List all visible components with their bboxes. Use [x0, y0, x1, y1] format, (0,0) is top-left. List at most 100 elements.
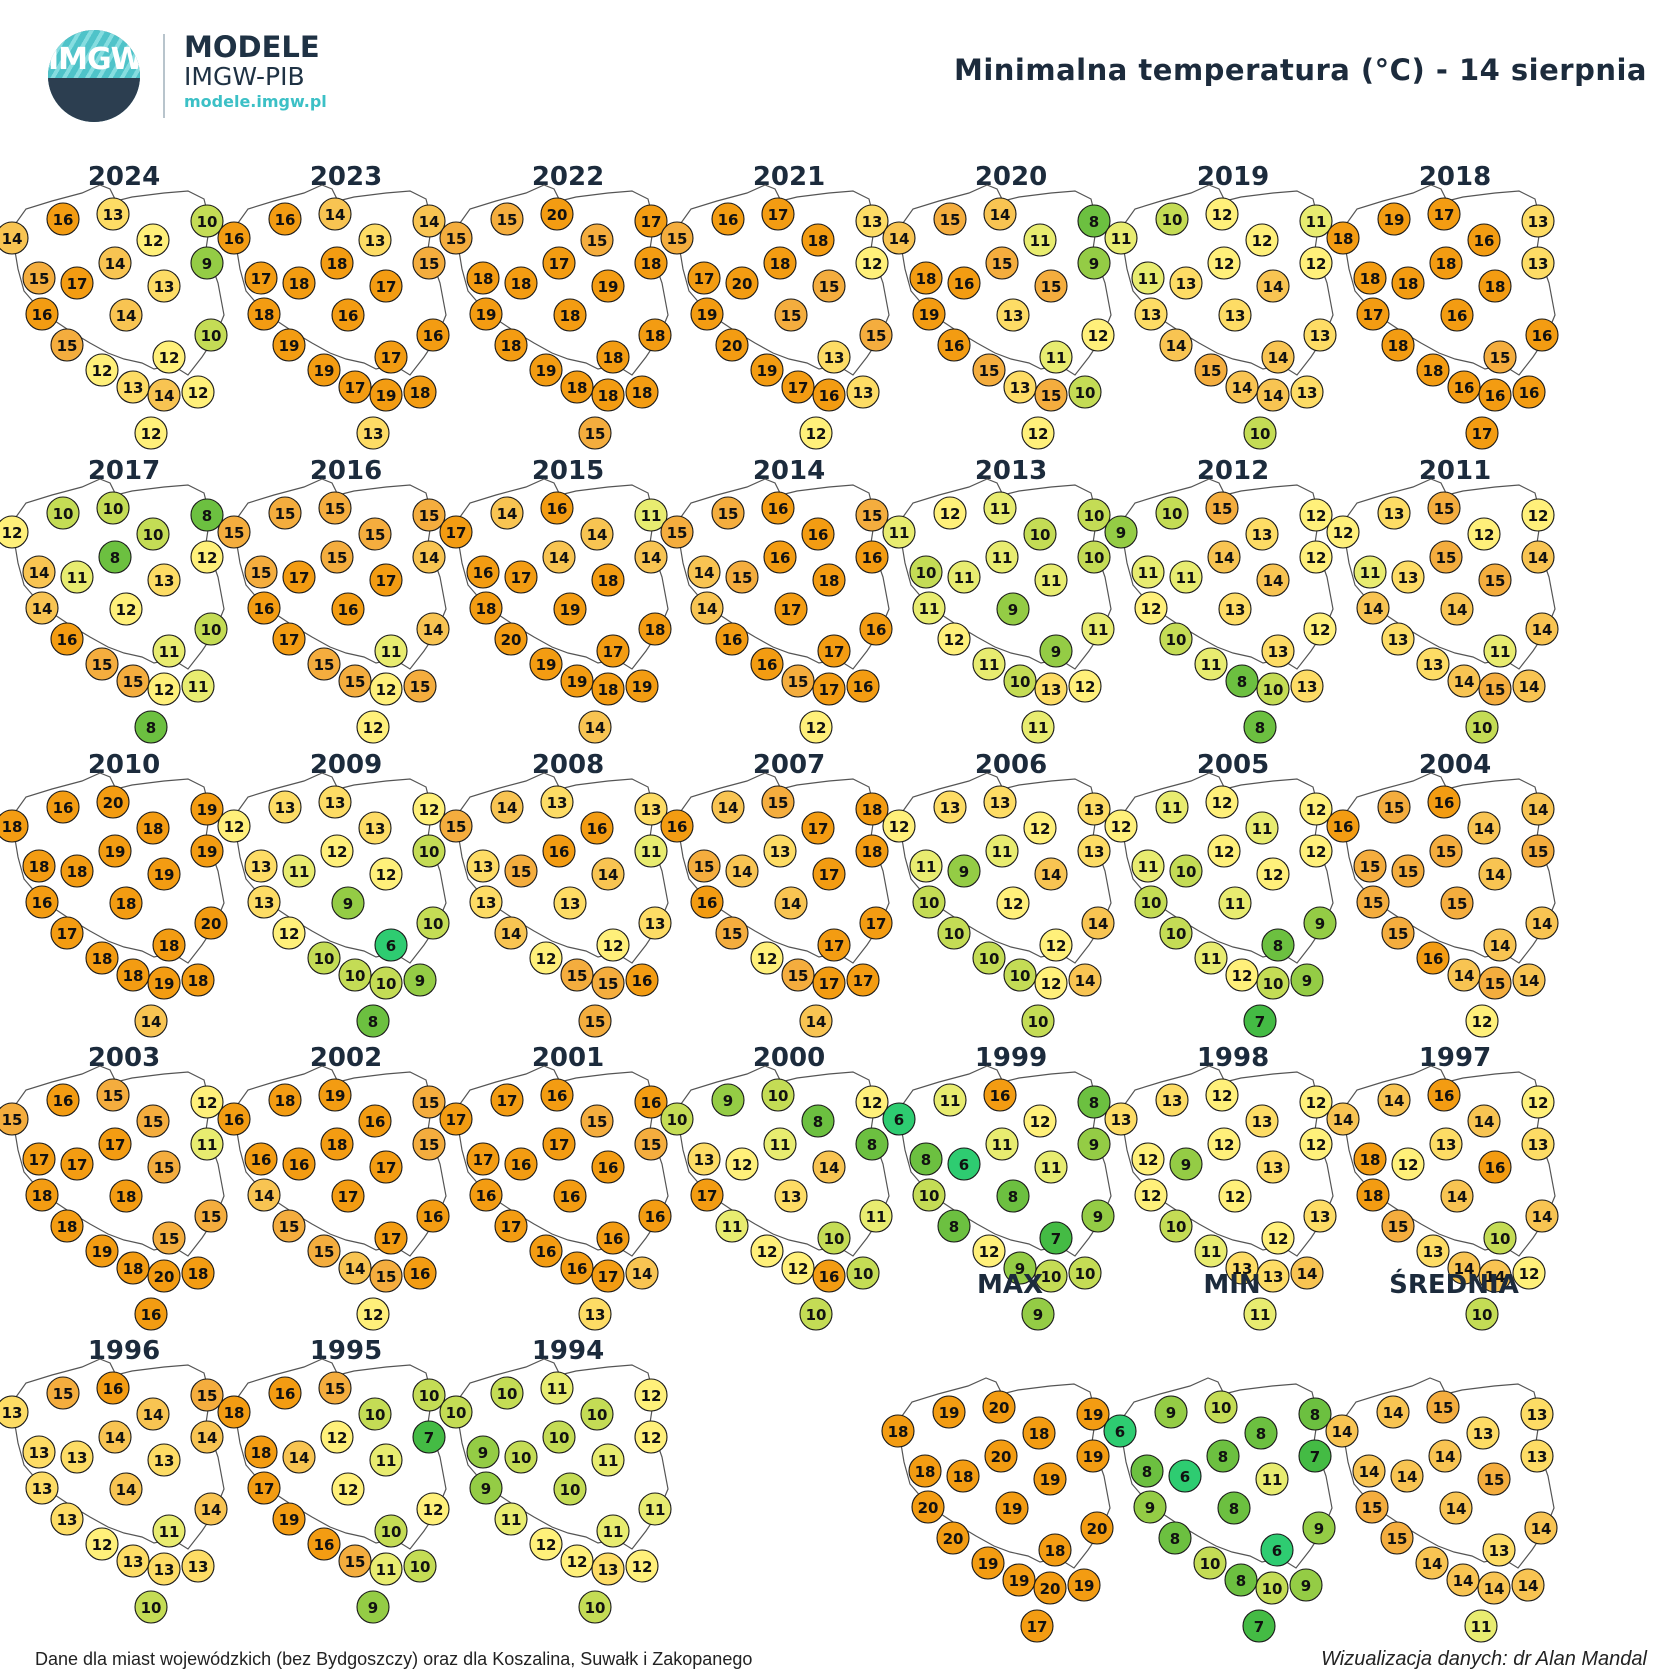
city-dot [690, 297, 724, 331]
city-marker: 13 [1245, 517, 1279, 551]
city-marker: 17 [781, 370, 815, 404]
city-marker: 13 [147, 563, 181, 597]
city-dot [439, 515, 473, 549]
city-temperature-value: 11 [1138, 270, 1159, 288]
city-dot [147, 857, 181, 891]
city-temperature-value: 9 [1315, 915, 1325, 933]
city-dot [1353, 261, 1387, 295]
city-dot [338, 1251, 372, 1285]
city-temperature-value: 12 [788, 1260, 809, 1278]
city-temperature-value: 13 [1527, 1406, 1548, 1424]
city-marker: 12 [356, 710, 390, 744]
city-dot [247, 1178, 281, 1212]
city-marker: 11 [60, 560, 94, 594]
city-marker: 15 [781, 958, 815, 992]
city-dot [244, 261, 278, 295]
city-dot [96, 491, 130, 525]
city-temperature-value: 12 [1310, 621, 1331, 639]
city-dot [282, 1440, 316, 1474]
city-dot [412, 1085, 446, 1119]
city-dot [812, 857, 846, 891]
city-temperature-value: 19 [536, 362, 557, 380]
city-temperature-value: 20 [547, 206, 568, 224]
city-temperature-value: 17 [497, 1092, 518, 1110]
city-temperature-value: 14 [116, 307, 137, 325]
city-marker: 15 [50, 328, 84, 362]
city-dot [190, 834, 224, 868]
city-marker: 15 [490, 202, 524, 236]
city-dot [1299, 204, 1333, 238]
city-marker: 19 [1377, 202, 1411, 236]
city-marker: 17 [817, 928, 851, 962]
city-dot [1429, 1127, 1463, 1161]
city-dot [181, 1256, 215, 1290]
city-dot [725, 266, 759, 300]
panel-label-max: MAX [976, 1270, 1044, 1300]
city-temperature-value: 17 [254, 1480, 275, 1498]
city-temperature-value: 16 [1474, 232, 1495, 250]
city-dot [690, 1178, 724, 1212]
city-temperature-value: 15 [781, 307, 802, 325]
city-dot [687, 1142, 721, 1176]
city-dot [1512, 669, 1546, 703]
city-dot [996, 298, 1030, 332]
city-dot [1429, 246, 1463, 280]
city-temperature-value: 17 [853, 972, 874, 990]
city-marker: 12 [1081, 318, 1115, 352]
city-marker: 12 [0, 515, 29, 549]
city-dot [972, 353, 1006, 387]
city-temperature-value: 10 [511, 1449, 532, 1467]
city-marker: 15 [46, 1376, 80, 1410]
city-temperature-value: 15 [722, 925, 743, 943]
city-temperature-value: 14 [1384, 1092, 1405, 1110]
city-marker: 18 [560, 370, 594, 404]
city-dot [1077, 540, 1111, 574]
city-temperature-value: 18 [567, 379, 588, 397]
city-marker: 18 [466, 261, 500, 295]
city-marker: 15 [1478, 563, 1512, 597]
city-marker: 18 [116, 1251, 150, 1285]
city-marker: 13 [687, 1142, 721, 1176]
city-dot [1261, 634, 1295, 668]
city-marker: 11 [1131, 261, 1165, 295]
city-dot [412, 246, 446, 280]
city-dot [1356, 297, 1390, 331]
city-temperature-value: 20 [918, 1499, 939, 1517]
city-dot [1440, 886, 1474, 920]
city-temperature-value: 14 [1232, 379, 1253, 397]
city-dot [412, 834, 446, 868]
city-dot [761, 785, 795, 819]
city-marker: 17 [60, 1147, 94, 1181]
city-temperature-value: 13 [123, 1553, 144, 1571]
city-dot [1207, 540, 1241, 574]
city-dot [591, 1443, 625, 1477]
city-temperature-value: 19 [567, 673, 588, 691]
city-marker: 9 [1039, 634, 1073, 668]
city-dot [937, 1209, 971, 1243]
city-dot [1081, 318, 1115, 352]
city-dot [625, 1256, 659, 1290]
city-temperature-value: 19 [1083, 1406, 1104, 1424]
city-temperature-value: 13 [862, 213, 883, 231]
imgw-logo: IMGW MODELE IMGW-PIB modele.imgw.pl [48, 30, 348, 122]
city-temperature-value: 14 [697, 600, 718, 618]
city-temperature-value: 15 [1201, 362, 1222, 380]
city-marker: 14 [338, 1251, 372, 1285]
city-temperature-value: 16 [757, 656, 778, 674]
city-dot [494, 1502, 528, 1536]
city-temperature-value: 14 [143, 1406, 164, 1424]
city-dot [996, 1179, 1030, 1213]
city-marker: 17 [22, 1142, 56, 1176]
city-temperature-value: 17 [808, 820, 829, 838]
city-temperature-value: 13 [1423, 1243, 1444, 1261]
city-dot [529, 647, 563, 681]
city-temperature-value: 13 [154, 572, 175, 590]
city-temperature-value: 16 [410, 1265, 431, 1283]
city-marker: 13 [1256, 1150, 1290, 1184]
city-dot [358, 1397, 392, 1431]
city-temperature-value: 16 [768, 500, 789, 518]
city-marker: 17 [761, 197, 795, 231]
city-marker: 15 [715, 916, 749, 950]
city-temperature-value: 11 [1471, 1618, 1492, 1636]
